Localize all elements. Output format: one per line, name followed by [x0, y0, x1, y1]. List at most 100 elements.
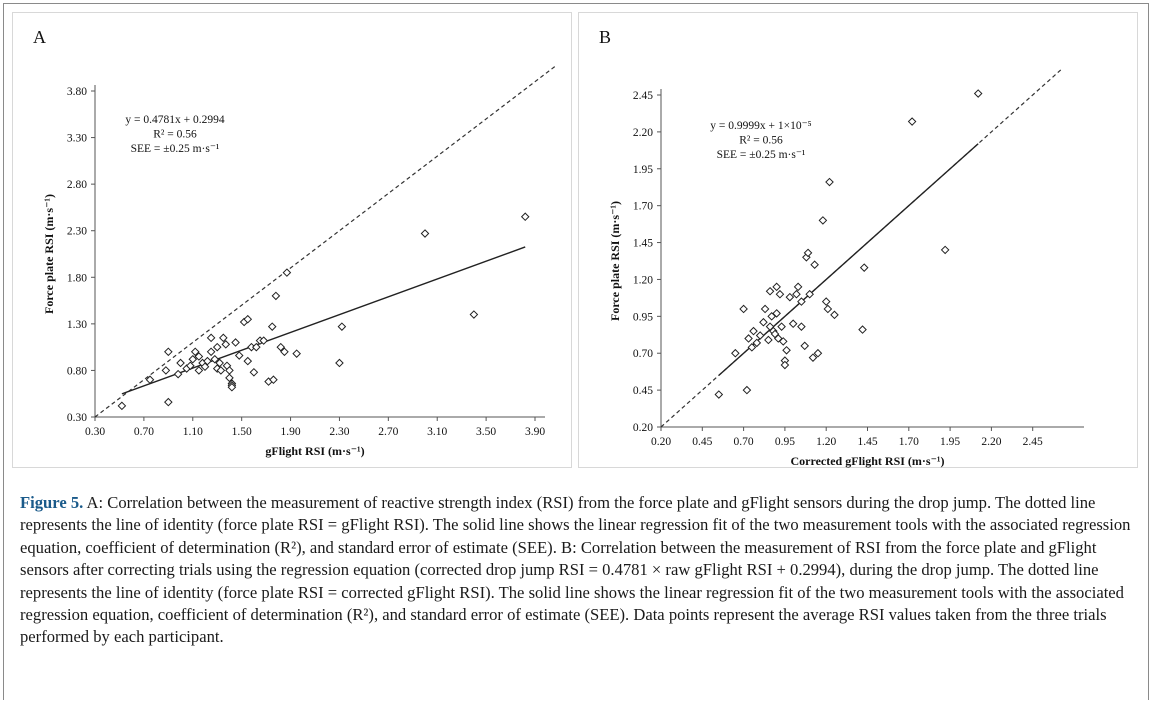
x-tick-label: 0.30 [85, 426, 105, 438]
x-axis-label: gFlight RSI (m·s⁻¹) [265, 444, 364, 458]
caption-text: A: Correlation between the measurement o… [20, 493, 1131, 647]
x-tick-label: 1.95 [940, 436, 960, 448]
data-point [810, 260, 819, 269]
data-point [249, 367, 259, 377]
data-point [212, 342, 222, 352]
caption-label: Figure 5. [20, 493, 84, 512]
regression-annotation: R² = 0.56 [739, 135, 783, 147]
data-point [821, 297, 831, 306]
x-tick-label: 2.70 [378, 426, 398, 438]
data-point [216, 366, 226, 375]
identity-line [94, 64, 558, 418]
data-point [772, 282, 781, 292]
regression-annotation: y = 0.9999x + 1×10⁻⁵ [710, 120, 811, 132]
data-point [337, 322, 347, 331]
x-tick-label: 1.50 [232, 426, 252, 438]
data-point [200, 362, 210, 372]
data-point [176, 358, 185, 368]
y-tick-label: 1.70 [633, 201, 653, 213]
data-point [194, 366, 204, 375]
data-point [215, 358, 224, 368]
data-point [749, 326, 758, 336]
x-tick-label: 2.45 [1023, 436, 1043, 448]
x-tick-label: 1.45 [857, 436, 877, 448]
data-point [747, 343, 757, 352]
x-tick-label: 1.10 [183, 426, 203, 438]
data-point [243, 356, 253, 366]
y-tick-label: 0.70 [633, 348, 653, 360]
y-tick-label: 0.20 [633, 422, 653, 434]
x-tick-label: 1.20 [816, 436, 836, 448]
data-point [206, 347, 216, 357]
regression-annotation: SEE = ±0.25 m·s⁻¹ [717, 149, 806, 161]
data-point [764, 335, 773, 345]
data-point [788, 319, 798, 329]
data-point [755, 331, 765, 340]
data-point [752, 338, 762, 348]
data-point [280, 347, 289, 357]
data-point [210, 354, 220, 364]
figure-frame [3, 3, 1149, 700]
data-point [792, 289, 801, 299]
data-point [858, 325, 867, 334]
y-tick-label: 2.30 [67, 226, 87, 238]
data-point [225, 373, 234, 383]
data-point [800, 341, 810, 351]
y-tick-label: 1.30 [67, 319, 87, 331]
regression-annotation: y = 0.4781x + 0.2994 [125, 114, 224, 126]
x-tick-label: 0.70 [134, 426, 154, 438]
x-tick-label: 0.95 [775, 436, 795, 448]
data-point [271, 291, 281, 301]
data-point [780, 360, 790, 370]
data-point [773, 334, 783, 343]
data-point [194, 352, 204, 361]
data-point [234, 351, 244, 360]
panel-label: B [599, 27, 611, 47]
data-point [252, 342, 261, 352]
data-point [164, 397, 173, 407]
data-point [759, 317, 768, 327]
data-point [782, 345, 791, 355]
data-point [117, 401, 127, 411]
data-point [818, 216, 828, 225]
data-point [797, 297, 806, 306]
data-point [760, 304, 770, 314]
y-tick-label: 3.30 [67, 133, 87, 145]
data-point [161, 366, 171, 375]
y-tick-label: 0.45 [633, 385, 653, 397]
data-point [520, 212, 530, 222]
x-tick-label: 0.70 [734, 436, 754, 448]
data-point [907, 117, 917, 126]
data-point [186, 361, 195, 371]
data-point [793, 282, 803, 292]
x-tick-label: 2.20 [981, 436, 1001, 448]
data-point [805, 289, 814, 299]
figure-caption: Figure 5. A: Correlation between the mea… [20, 492, 1136, 649]
y-tick-label: 0.95 [633, 311, 653, 323]
data-point [145, 375, 155, 385]
data-point [188, 354, 198, 364]
data-point [267, 322, 277, 331]
data-point [221, 340, 231, 349]
data-point [212, 364, 222, 373]
data-point [785, 292, 795, 302]
y-tick-label: 1.80 [67, 272, 87, 284]
regression-line [121, 246, 526, 395]
data-point [830, 310, 839, 320]
x-tick-label: 2.30 [329, 426, 349, 438]
regression-annotation: SEE = ±0.25 m·s⁻¹ [131, 143, 220, 155]
data-point [206, 333, 216, 343]
data-point [227, 382, 237, 392]
y-tick-label: 3.80 [67, 86, 87, 98]
data-point [808, 353, 818, 362]
y-tick-label: 2.45 [633, 90, 653, 102]
data-point [778, 337, 788, 346]
data-point [742, 385, 752, 395]
data-point [823, 304, 833, 314]
data-point [269, 375, 278, 385]
panel-label: A [33, 27, 46, 47]
y-tick-label: 2.80 [67, 179, 87, 191]
data-point [813, 348, 823, 358]
y-tick-label: 1.45 [633, 238, 653, 250]
y-axis-label: Force plate RSI (m·s⁻¹) [42, 194, 56, 314]
